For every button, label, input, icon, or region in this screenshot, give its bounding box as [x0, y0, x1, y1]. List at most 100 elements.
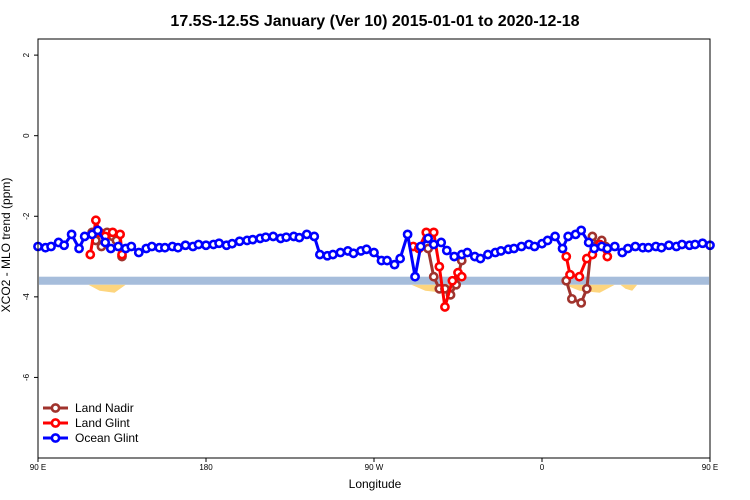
data-point [160, 242, 170, 253]
data-point [395, 253, 406, 264]
data-point [496, 246, 506, 256]
data-point [622, 243, 633, 254]
data-point [482, 249, 493, 260]
y-tick-label: -6 [22, 373, 31, 381]
data-point [509, 243, 519, 254]
data-point [79, 231, 90, 242]
land-shape [620, 284, 638, 291]
data-point [402, 229, 413, 240]
x-tick-label: 90 E [702, 463, 718, 472]
data-point [133, 247, 144, 258]
data-point [529, 241, 540, 252]
y-tick-label: 2 [22, 52, 31, 57]
data-point [234, 236, 245, 247]
legend-swatch-marker [50, 418, 61, 428]
data-point [100, 237, 111, 248]
data-point [563, 231, 574, 242]
data-point [335, 247, 346, 258]
series-layer [33, 215, 715, 312]
data-point [309, 231, 320, 242]
data-point [574, 271, 585, 282]
data-point [46, 241, 56, 252]
data-point [294, 232, 305, 243]
data-point [107, 227, 118, 238]
data-point [180, 240, 191, 251]
data-point [369, 247, 379, 258]
data-point [557, 243, 568, 254]
data-point [440, 302, 450, 312]
data-point [447, 275, 458, 286]
data-point [550, 231, 560, 242]
data-point [314, 249, 325, 260]
x-axis-label: Longitude [349, 477, 402, 491]
x-tick-label: 0 [540, 463, 545, 472]
chart-title: 17.5S-12.5S January (Ver 10) 2015-01-01 … [170, 13, 579, 30]
data-point [609, 241, 620, 252]
data-point [260, 232, 271, 243]
data-point [74, 243, 84, 254]
data-point [301, 229, 312, 240]
data-point [361, 244, 372, 255]
legend-label: Land Glint [75, 416, 130, 430]
data-point [589, 243, 600, 254]
x-tick-label: 90 E [30, 463, 46, 472]
land-band [39, 276, 709, 285]
series-ocean-glint [33, 225, 715, 282]
data-point [382, 255, 392, 266]
data-point [66, 229, 77, 240]
series-land-nadir [87, 227, 611, 308]
data-point [227, 238, 238, 249]
data-point [389, 259, 400, 270]
data-point [434, 261, 445, 272]
data-point [643, 242, 654, 253]
data-point [542, 235, 553, 246]
data-point [126, 241, 137, 252]
data-point [566, 293, 577, 304]
data-point [428, 227, 439, 238]
data-point [475, 253, 486, 264]
y-tick-label: -4 [22, 293, 31, 301]
data-point [441, 245, 452, 256]
data-point [581, 283, 592, 294]
data-point [677, 239, 687, 250]
data-point [90, 215, 101, 226]
data-point [602, 243, 613, 254]
data-point [565, 269, 575, 280]
data-point [105, 243, 116, 254]
data-point [664, 240, 674, 251]
x-tick-label: 180 [199, 463, 213, 472]
data-point [173, 242, 183, 253]
legend-label: Land Nadir [75, 401, 134, 415]
data-point [583, 237, 594, 248]
y-tick-label: 0 [22, 133, 31, 138]
data-point [602, 251, 613, 262]
data-point [247, 234, 258, 245]
data-point [410, 271, 420, 282]
data-point [428, 239, 439, 250]
data-point [415, 241, 426, 252]
data-point [113, 241, 124, 252]
data-point [328, 249, 338, 260]
data-point [561, 251, 572, 262]
data-point [576, 297, 587, 308]
data-point [516, 241, 527, 252]
data-point [115, 229, 126, 240]
data-point [656, 242, 667, 253]
data-point [456, 271, 467, 282]
data-point [92, 225, 103, 236]
land-layer [39, 276, 709, 293]
data-point [690, 239, 700, 250]
data-point [268, 231, 279, 242]
data-point [201, 240, 211, 251]
data-point [449, 251, 460, 262]
data-point [630, 241, 641, 252]
legend-swatch-marker [50, 433, 61, 443]
data-point [423, 233, 434, 244]
data-point [281, 232, 292, 243]
data-point [576, 225, 587, 236]
y-axis-label: XCO2 - MLO trend (ppm) [0, 178, 13, 313]
data-point [214, 238, 224, 249]
data-point [697, 238, 708, 249]
data-point [436, 237, 447, 248]
